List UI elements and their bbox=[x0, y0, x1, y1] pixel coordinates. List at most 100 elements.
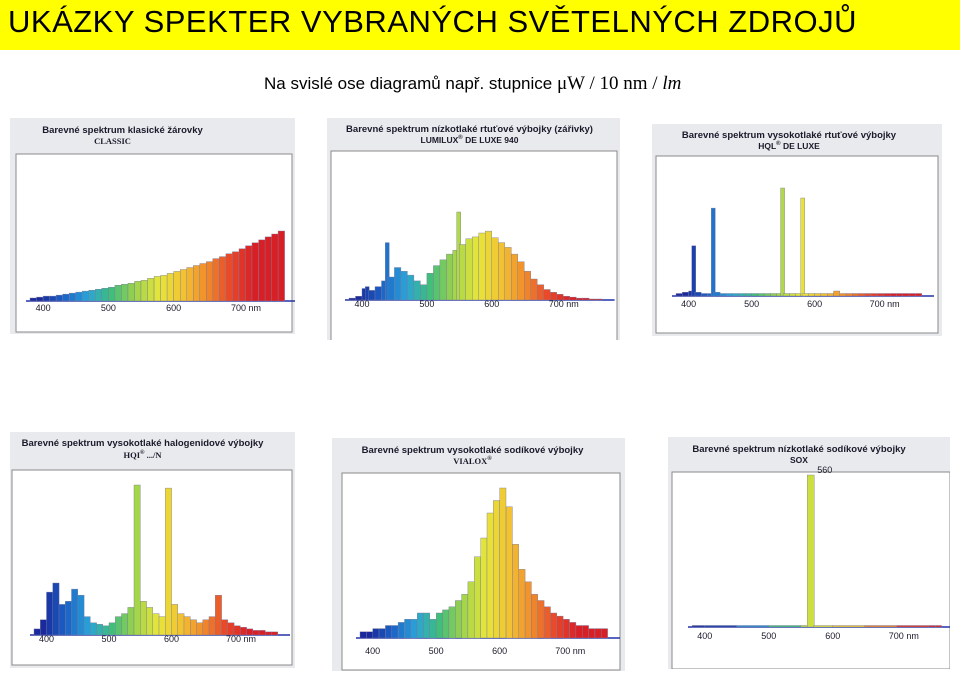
registered-mark: ® bbox=[776, 141, 781, 148]
spectrum-bar bbox=[359, 631, 367, 639]
spectrum-bar bbox=[225, 253, 233, 302]
panel-subtitle: LUMILUX® DE LUXE 940 bbox=[323, 135, 616, 145]
spectrum-bar bbox=[446, 253, 454, 301]
spectrum-bar bbox=[745, 293, 752, 297]
spectrum-bar bbox=[833, 290, 841, 297]
spectrum-bar bbox=[511, 253, 519, 301]
spectrum-bar bbox=[420, 284, 428, 301]
spectrum-bar bbox=[439, 259, 447, 301]
spectrum-bar bbox=[789, 293, 796, 297]
spectrum-bar bbox=[62, 293, 70, 302]
spectrum-bar bbox=[127, 283, 135, 302]
spectrum-bar bbox=[780, 187, 785, 297]
spectrum-bar bbox=[140, 601, 147, 636]
panel-subtitle: HQI® .../N bbox=[0, 450, 285, 460]
spectrum-bar bbox=[801, 293, 809, 297]
spectrum-bar bbox=[95, 288, 103, 302]
spectrum-bar bbox=[199, 263, 207, 302]
spectrum-bar bbox=[595, 298, 603, 301]
spectrum-bar bbox=[265, 631, 272, 636]
axis-tick-label: 500 bbox=[419, 299, 434, 309]
spectrum-bar bbox=[452, 250, 458, 301]
axis-tick-label: 600 bbox=[807, 299, 822, 309]
spectrum-bar bbox=[385, 242, 390, 301]
spectrum-bar bbox=[832, 625, 866, 628]
panel-svg: 400 500 600 700 nm bbox=[10, 432, 295, 668]
spectrum-bar bbox=[480, 537, 488, 639]
spectrum-bar bbox=[221, 619, 229, 636]
title-banner bbox=[0, 0, 960, 50]
axis-unit-note-text: Na svislé ose diagramů např. stupnice bbox=[264, 74, 553, 93]
spectrum-bar bbox=[413, 280, 421, 301]
spectrum-bar bbox=[569, 622, 577, 639]
spectrum-bar bbox=[271, 631, 279, 636]
spectrum-bar bbox=[575, 625, 583, 639]
panel-subtitle-suffix: .../N bbox=[144, 450, 162, 460]
panel-title: Barevné spektrum klasické žárovky bbox=[42, 125, 203, 136]
spectrum-bar bbox=[46, 591, 54, 636]
spectrum-bar bbox=[152, 613, 160, 636]
spectrum-bar bbox=[75, 291, 83, 302]
spectrum-bar bbox=[202, 619, 210, 636]
plot-area bbox=[655, 155, 939, 334]
spectrum-bar bbox=[719, 293, 727, 297]
spectrum-bar bbox=[208, 616, 216, 636]
spectrum-bar bbox=[71, 588, 79, 636]
spectrum-bar bbox=[258, 239, 266, 302]
spectrum-bar bbox=[512, 544, 519, 639]
peak-annotation: 560 bbox=[817, 465, 832, 475]
axis-tick-label: 700 nm bbox=[870, 299, 900, 309]
spectrum-bar bbox=[813, 625, 834, 628]
spectrum-bar bbox=[404, 619, 412, 639]
spectrum-bar bbox=[736, 625, 770, 628]
axis-tick-label: 400 bbox=[354, 299, 369, 309]
panel-subtitle-suffix: DE LUXE bbox=[780, 141, 820, 151]
axis-tick-label: 500 bbox=[101, 303, 116, 313]
spectrum-bar bbox=[171, 604, 179, 636]
spectrum-bar bbox=[455, 600, 462, 639]
panel-title: Barevné spektrum vysokotlaké halogenidov… bbox=[21, 438, 264, 449]
page-title: UKÁZKY SPEKTER VYBRANÝCH SVĚTELNÝCH ZDRO… bbox=[8, 4, 857, 39]
spectrum-bar bbox=[877, 293, 885, 297]
spectrum-bar bbox=[820, 293, 828, 297]
spectrum-bar bbox=[491, 237, 499, 301]
spectrum-bar bbox=[531, 594, 538, 639]
spectrum-panel-vialox: 400 500 600 700 nm Barevné spektrum vysokot… bbox=[332, 438, 625, 671]
registered-mark: ® bbox=[140, 450, 145, 457]
axis-tick-label: 400 bbox=[365, 646, 380, 656]
spectrum-bar bbox=[694, 291, 702, 297]
spectrum-bar bbox=[114, 284, 122, 302]
spectrum-bar bbox=[121, 613, 129, 636]
spectrum-bar bbox=[77, 594, 85, 636]
spectrum-bar bbox=[190, 619, 197, 636]
spectrum-bar bbox=[166, 273, 174, 302]
spectrum-bar bbox=[582, 625, 589, 639]
spectrum-bar bbox=[711, 207, 716, 297]
spectrum-bar bbox=[751, 293, 759, 297]
spectrum-bar bbox=[90, 622, 97, 636]
spectrum-bar bbox=[928, 625, 936, 628]
spectrum-bar bbox=[196, 622, 204, 636]
spectrum-bar bbox=[902, 293, 910, 297]
spectrum-bar bbox=[81, 290, 89, 302]
spectrum-bar bbox=[896, 293, 904, 297]
panel-subtitle-name: SOX bbox=[790, 455, 808, 465]
spectrum-bar bbox=[400, 271, 408, 301]
spectrum-bar bbox=[682, 291, 689, 297]
spectrum-bar bbox=[65, 601, 72, 636]
spectrum-bar bbox=[782, 293, 790, 297]
spectrum-bar bbox=[193, 265, 201, 302]
spectrum-bar bbox=[550, 612, 558, 639]
panel-subtitle-name: CLASSIC bbox=[94, 136, 131, 146]
spectrum-bar bbox=[183, 616, 191, 636]
panel-title: Barevné spektrum vysokotlaké rtuťové výb… bbox=[681, 130, 897, 141]
spectrum-bar bbox=[485, 230, 493, 301]
spectrum-bar bbox=[40, 619, 47, 636]
panel-subtitle-suffix: DE LUXE 940 bbox=[462, 135, 519, 145]
spectrum-bar bbox=[499, 487, 507, 639]
spectrum-bar bbox=[29, 297, 37, 302]
axis-tick-label: 700 nm bbox=[226, 634, 256, 644]
axis-tick-label: 700 nm bbox=[549, 299, 579, 309]
spectrum-bar bbox=[704, 625, 737, 628]
axis-tick-label: 600 bbox=[166, 303, 181, 313]
